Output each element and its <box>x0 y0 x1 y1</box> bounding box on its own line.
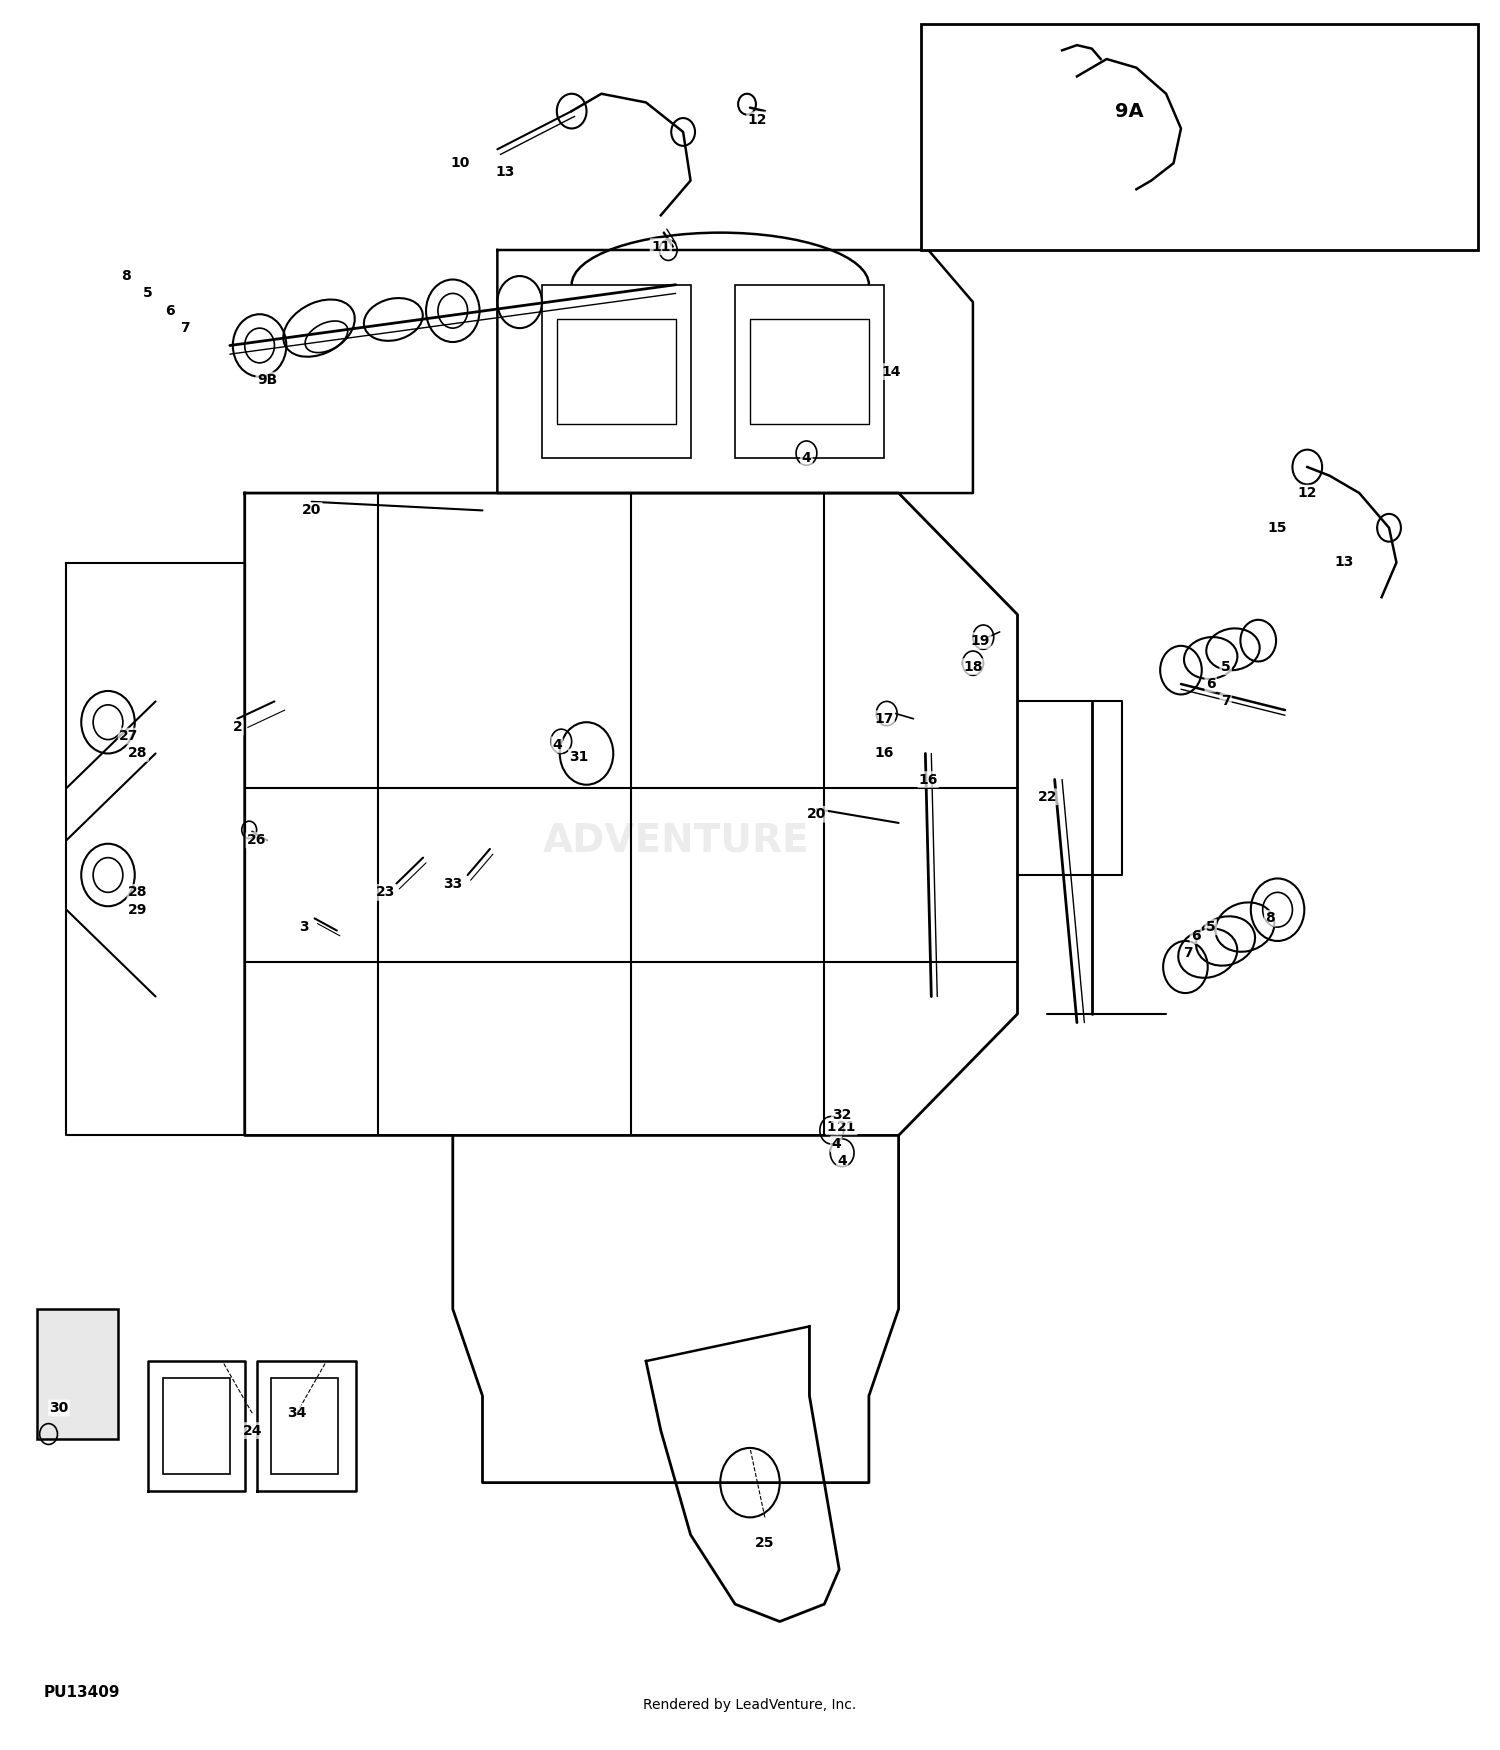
Text: 22: 22 <box>1038 789 1058 803</box>
Text: 9A: 9A <box>1114 102 1143 121</box>
Bar <box>735 285 884 458</box>
Text: 3: 3 <box>300 920 309 934</box>
Text: 5: 5 <box>144 287 153 301</box>
Text: Rendered by LeadVenture, Inc.: Rendered by LeadVenture, Inc. <box>644 1698 856 1712</box>
Text: 28: 28 <box>128 747 147 761</box>
Text: 5: 5 <box>1206 920 1215 934</box>
Text: 17: 17 <box>874 712 894 726</box>
Text: 20: 20 <box>807 807 826 821</box>
Text: 8: 8 <box>1266 912 1275 926</box>
Text: 21: 21 <box>837 1120 856 1134</box>
Text: 9B: 9B <box>256 373 278 387</box>
Text: 16: 16 <box>874 747 894 761</box>
Text: 24: 24 <box>243 1423 262 1437</box>
Text: 13: 13 <box>1335 555 1354 569</box>
Text: 6: 6 <box>165 304 176 318</box>
Text: 12: 12 <box>747 112 766 126</box>
Text: 31: 31 <box>570 751 590 765</box>
Text: 4: 4 <box>801 452 812 466</box>
Bar <box>542 285 690 458</box>
Text: 1: 1 <box>827 1120 837 1134</box>
Text: 19: 19 <box>970 634 990 648</box>
Text: 29: 29 <box>128 903 147 917</box>
Text: 10: 10 <box>450 156 470 170</box>
Text: 30: 30 <box>50 1402 69 1416</box>
Text: 15: 15 <box>1268 522 1287 536</box>
Text: 33: 33 <box>442 877 462 891</box>
Bar <box>272 1379 339 1474</box>
Text: 18: 18 <box>963 660 982 674</box>
Text: 4: 4 <box>552 738 561 752</box>
Text: 6: 6 <box>1206 677 1215 691</box>
Text: 7: 7 <box>1221 695 1230 709</box>
Text: 4: 4 <box>831 1138 842 1152</box>
Text: 14: 14 <box>882 364 902 378</box>
Text: 20: 20 <box>302 504 321 518</box>
Text: 11: 11 <box>651 240 670 254</box>
Bar <box>164 1379 230 1474</box>
Text: 7: 7 <box>180 322 190 336</box>
Circle shape <box>1106 161 1158 224</box>
Text: 12: 12 <box>1298 487 1317 500</box>
Text: 4: 4 <box>837 1155 848 1169</box>
Text: PU13409: PU13409 <box>44 1685 120 1699</box>
Text: 25: 25 <box>754 1536 774 1550</box>
Text: 6: 6 <box>1191 929 1200 943</box>
Text: 27: 27 <box>118 730 138 744</box>
Bar <box>556 320 675 424</box>
Text: 16: 16 <box>918 772 938 786</box>
Text: 23: 23 <box>376 886 396 900</box>
Text: 8: 8 <box>122 270 130 284</box>
Text: 28: 28 <box>128 886 147 900</box>
Circle shape <box>1038 28 1074 70</box>
Text: 7: 7 <box>1184 947 1192 961</box>
Text: 13: 13 <box>495 164 514 178</box>
Text: 26: 26 <box>248 833 267 847</box>
Text: 34: 34 <box>286 1407 306 1421</box>
Bar <box>36 1309 118 1438</box>
Bar <box>750 320 868 424</box>
Bar <box>921 24 1478 250</box>
Text: ADVENTURE: ADVENTURE <box>543 821 808 859</box>
Text: 2: 2 <box>232 721 242 735</box>
Text: 5: 5 <box>1221 660 1230 674</box>
Text: 32: 32 <box>833 1108 852 1122</box>
